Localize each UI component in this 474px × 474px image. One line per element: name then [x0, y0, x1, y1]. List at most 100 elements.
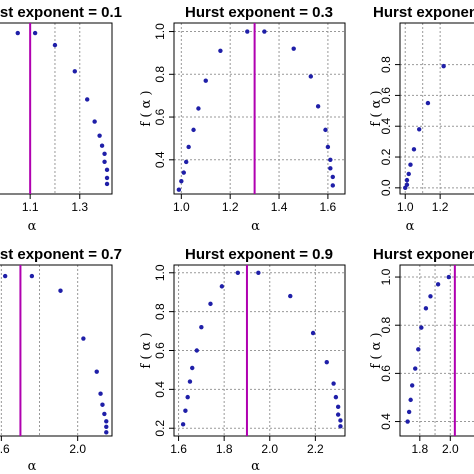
data-point	[92, 119, 97, 124]
y-tick-label: 0.4	[153, 151, 167, 168]
data-point	[308, 74, 313, 79]
x-tick-label: 1.3	[71, 200, 88, 214]
y-tick-label: 0.2	[153, 420, 167, 437]
data-point	[328, 166, 333, 171]
data-point	[256, 270, 261, 275]
panel-3: 1.0 1.2 0.0 0.2 0.4 0.6 0.8 Hurst exponent = 0.…	[369, 4, 474, 234]
data-point	[419, 325, 424, 330]
data-point	[190, 365, 195, 371]
data-point	[208, 301, 213, 307]
data-point	[94, 369, 99, 374]
y-tick-label: 0.8	[379, 317, 393, 334]
data-point	[335, 404, 341, 410]
data-point	[100, 402, 105, 407]
data-point	[428, 294, 433, 299]
data-point	[262, 29, 267, 34]
data-point	[291, 46, 296, 51]
data-point	[417, 127, 422, 132]
data-point	[176, 187, 182, 192]
data-point	[411, 147, 417, 152]
x-axis-label: α	[406, 219, 415, 234]
data-point	[2, 273, 8, 279]
data-point	[81, 336, 86, 341]
data-point	[58, 288, 63, 293]
data-point	[85, 97, 90, 102]
y-tick-label: 0.6	[379, 365, 393, 382]
data-point	[104, 430, 109, 435]
data-point	[72, 69, 78, 74]
y-tick-label: 0.6	[153, 108, 167, 125]
data-point	[315, 104, 321, 109]
y-tick-label: 1.0	[379, 268, 393, 285]
data-point	[405, 419, 410, 424]
x-tick-label: 1.2	[222, 200, 239, 214]
data-point	[104, 181, 110, 187]
data-point	[219, 284, 225, 289]
x-tick-label: 1.0	[173, 200, 190, 214]
data-point	[187, 379, 193, 384]
data-point	[203, 78, 208, 83]
data-point	[409, 383, 415, 388]
data-point	[98, 391, 103, 396]
data-point	[104, 175, 110, 181]
x-tick-label: 1.6	[170, 442, 187, 456]
data-point	[335, 412, 341, 417]
panel-title: Hurst exponent = 0.3	[185, 4, 333, 21]
panel-title: Hurst exponent = 0.7	[0, 246, 122, 263]
y-tick-label: 1.0	[153, 23, 167, 40]
data-point	[29, 273, 35, 279]
data-point	[99, 143, 105, 148]
data-point	[330, 174, 335, 180]
data-point	[338, 418, 343, 423]
panel-title: Hurst exponent = 0.9	[373, 246, 474, 263]
x-axis-label: α	[28, 219, 37, 234]
data-point	[406, 409, 412, 415]
data-point	[102, 151, 107, 156]
y-tick-label: 0.0	[379, 179, 393, 196]
data-point	[404, 182, 410, 187]
y-tick-label: 0.6	[153, 342, 167, 359]
data-point	[235, 270, 241, 275]
plot-frame	[399, 22, 474, 195]
y-tick-label: 0.4	[379, 118, 393, 135]
y-tick-label: 0.4	[379, 413, 393, 430]
panel-title: Hurst exponent = 0.9	[185, 246, 333, 263]
x-axis-label: α	[251, 219, 260, 234]
x-tick-label: 1.1	[22, 200, 39, 214]
data-point	[323, 127, 328, 133]
plot-frame	[0, 22, 113, 195]
x-tick-label: 1.4	[271, 200, 288, 214]
x-tick-label: 1.8	[411, 442, 428, 456]
y-tick-label: 0.2	[379, 148, 393, 165]
data-point	[194, 348, 199, 353]
y-tick-label: 0.6	[379, 87, 393, 104]
data-point	[196, 106, 201, 111]
data-point	[330, 183, 335, 188]
data-point	[104, 424, 109, 430]
data-point	[218, 48, 223, 53]
y-tick-label: 0.8	[153, 303, 167, 320]
panel-4: 1.6 2.0 Hurst exponent = 0.7 α	[0, 246, 122, 474]
data-point	[15, 30, 20, 36]
x-tick-label: 1.0	[397, 200, 414, 214]
x-tick-label: 2.0	[442, 442, 459, 456]
data-point	[288, 293, 293, 299]
x-tick-label: 1.8	[216, 442, 233, 456]
data-point	[183, 408, 188, 413]
x-axis-label: α	[251, 459, 260, 474]
data-point	[52, 42, 58, 48]
panel-1: 1.1 1.3 Hurst exponent = 0.1 α	[0, 4, 122, 234]
data-point	[413, 366, 418, 371]
y-tick-label: 0.8	[153, 66, 167, 83]
data-point	[32, 30, 38, 36]
plot-frame	[399, 264, 474, 437]
data-point	[328, 157, 333, 162]
data-point	[104, 167, 110, 173]
data-point	[408, 397, 413, 403]
data-point	[102, 159, 107, 165]
data-point	[338, 424, 343, 429]
data-point	[331, 381, 336, 386]
data-point	[404, 177, 410, 183]
data-point	[191, 127, 196, 133]
